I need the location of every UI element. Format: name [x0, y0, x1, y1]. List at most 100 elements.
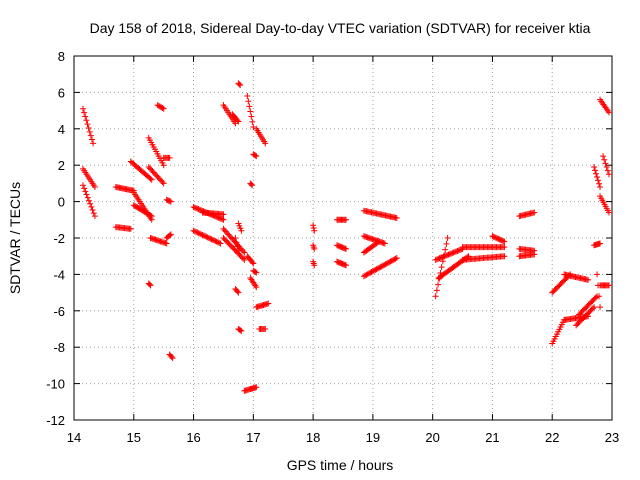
data-point — [238, 327, 245, 334]
data-point — [595, 177, 602, 184]
data-point — [450, 249, 457, 256]
data-point — [193, 228, 200, 235]
data-point — [606, 209, 613, 216]
data-point — [310, 224, 317, 231]
data-point — [167, 198, 174, 205]
data-point — [381, 240, 388, 247]
data-point — [234, 243, 241, 250]
x-tick-label: 21 — [485, 430, 499, 445]
data-point — [439, 254, 446, 261]
data-point — [200, 232, 207, 239]
data-point — [91, 213, 98, 220]
data-point — [207, 235, 214, 242]
data-point — [393, 255, 400, 262]
y-axis-label: SDTVAR / TECUs — [7, 182, 23, 294]
data-point — [234, 117, 241, 124]
data-point — [240, 255, 247, 262]
data-point — [597, 240, 604, 247]
data-point — [169, 355, 176, 362]
data-point — [148, 213, 155, 220]
data-point — [377, 264, 384, 271]
data-point — [214, 239, 221, 246]
data-point — [435, 281, 442, 288]
data-point — [262, 326, 269, 332]
data-point — [236, 81, 243, 88]
data-point — [342, 262, 349, 269]
data-point — [235, 289, 242, 296]
data-point — [87, 200, 94, 207]
data-point — [311, 227, 318, 234]
data-point — [435, 255, 442, 262]
data-point — [168, 353, 175, 360]
data-point — [167, 231, 174, 238]
data-point — [501, 253, 508, 260]
data-point — [212, 238, 219, 245]
data-point — [199, 231, 206, 238]
data-point — [217, 240, 224, 247]
data-point — [388, 257, 395, 264]
data-point — [311, 262, 318, 269]
data-point — [606, 282, 613, 289]
data-point — [195, 230, 202, 237]
data-point — [376, 264, 383, 271]
data-point — [454, 248, 461, 254]
data-point — [194, 229, 201, 236]
data-point — [603, 164, 610, 171]
data-point — [204, 234, 211, 241]
data-point — [235, 118, 242, 125]
data-point — [211, 237, 218, 244]
data-point — [391, 256, 398, 263]
data-point — [384, 259, 391, 266]
data-point — [85, 197, 92, 204]
data-point — [446, 251, 453, 258]
y-tick-label: -12 — [46, 413, 65, 428]
data-point — [241, 249, 248, 256]
data-point — [392, 255, 399, 262]
data-point — [372, 266, 379, 273]
data-point — [369, 268, 376, 275]
data-point — [163, 240, 170, 247]
x-tick-label: 18 — [306, 430, 320, 445]
data-point — [365, 270, 372, 277]
data-point — [311, 245, 318, 252]
data-point — [249, 182, 256, 189]
data-point — [166, 232, 173, 239]
data-point — [248, 113, 255, 120]
data-point — [84, 194, 91, 201]
data-point — [219, 216, 226, 223]
data-point — [208, 236, 215, 243]
data-point — [262, 140, 269, 147]
y-tick-label: 6 — [58, 85, 65, 100]
data-point — [531, 209, 538, 216]
data-point — [433, 287, 440, 294]
data-point — [205, 235, 212, 241]
data-point — [379, 262, 386, 269]
data-point — [190, 227, 197, 234]
data-point — [441, 253, 448, 260]
data-point — [591, 304, 598, 311]
data-point — [444, 252, 451, 259]
data-point — [241, 256, 248, 263]
x-tick-label: 19 — [366, 430, 380, 445]
data-point — [238, 227, 245, 234]
data-point — [213, 238, 220, 245]
data-point — [209, 236, 216, 243]
data-point — [438, 264, 445, 271]
data-point — [374, 239, 381, 246]
data-point — [602, 160, 609, 167]
data-point — [253, 384, 260, 391]
data-point — [88, 136, 95, 143]
data-point — [390, 257, 397, 264]
data-point — [252, 152, 259, 159]
data-point — [378, 263, 385, 270]
data-point — [595, 282, 602, 289]
data-point — [451, 249, 458, 256]
data-point — [448, 250, 455, 257]
data-point — [597, 304, 604, 311]
data-point — [433, 256, 440, 263]
data-point — [232, 235, 239, 241]
data-point — [363, 271, 370, 278]
data-point — [247, 108, 254, 115]
data-point — [449, 250, 456, 257]
